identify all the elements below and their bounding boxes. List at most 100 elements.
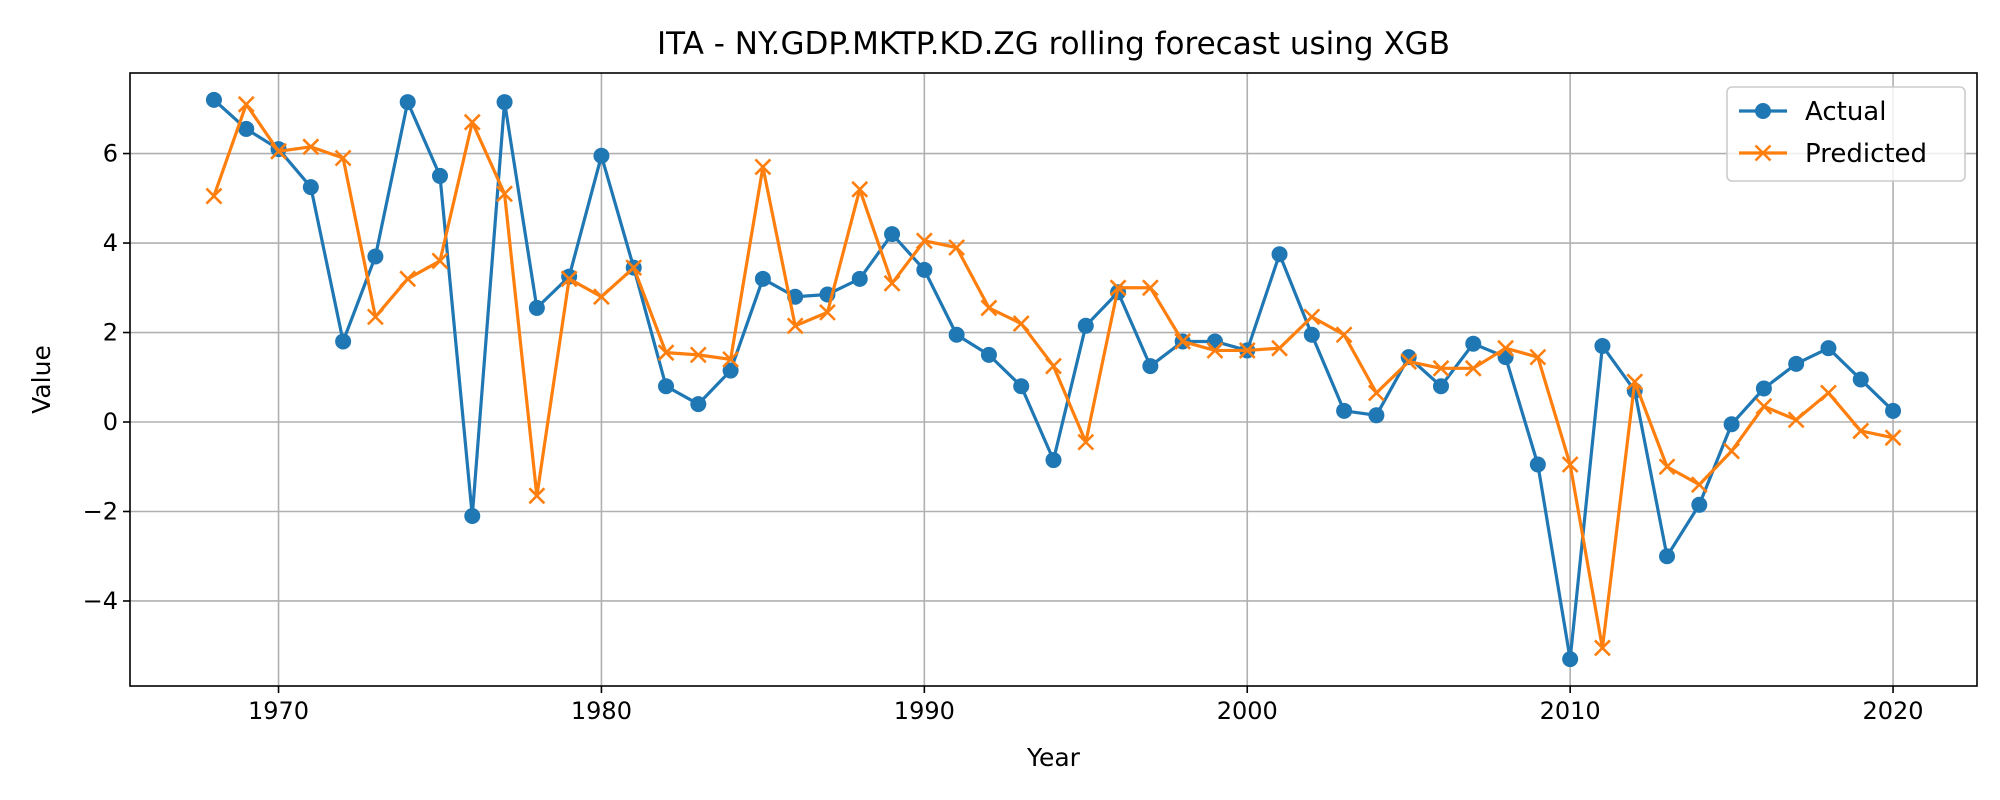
y-tick-label: −4 [83, 587, 118, 615]
y-axis-title: Value [27, 345, 56, 414]
actual-data-point [690, 396, 707, 413]
predicted-data-point [786, 317, 804, 335]
predicted-data-point [1303, 308, 1321, 326]
predicted-data-point [1594, 639, 1611, 657]
predicted-data-point [1045, 357, 1062, 375]
predicted-data-point [754, 158, 772, 176]
predicted-legend-label: Predicted [1805, 139, 1927, 169]
actual-data-point [1271, 246, 1288, 263]
predicted-data-point [948, 239, 966, 256]
actual-data-point [496, 94, 513, 111]
predicted-data-point [1884, 429, 1902, 447]
predicted-data-point [1561, 456, 1579, 473]
x-tick-label: 1970 [248, 697, 309, 725]
y-tick-label: 4 [103, 229, 118, 257]
y-tick-label: −2 [83, 497, 118, 525]
actual-data-point [1336, 402, 1353, 419]
actual-data-point [1013, 378, 1030, 395]
predicted-data-point [431, 252, 449, 270]
actual-data-point [1045, 452, 1062, 469]
actual-data-point [1788, 355, 1805, 372]
actual-data-point [1529, 456, 1546, 473]
actual-data-point [431, 167, 448, 184]
actual-data-point [1303, 326, 1320, 343]
predicted-data-point [1206, 341, 1224, 359]
actual-data-point [205, 91, 222, 108]
chart-title: ITA - NY.GDP.MKTP.KD.ZG rolling forecast… [657, 26, 1450, 62]
predicted-data-point [980, 299, 998, 317]
actual-legend-label: Actual [1805, 97, 1886, 127]
actual-data-point [948, 326, 965, 343]
actual-data-point [528, 299, 545, 316]
x-axis-title: Year [1026, 743, 1081, 772]
predicted-data-point [722, 350, 740, 368]
predicted-data-point [270, 142, 287, 160]
actual-data-point [1723, 416, 1740, 433]
actual-data-point [302, 179, 319, 196]
predicted-data-point [1432, 359, 1450, 377]
predicted-data-point [205, 187, 223, 205]
actual-data-point [1594, 337, 1611, 354]
predicted-data-point [399, 270, 417, 288]
x-tick-label: 1990 [894, 697, 955, 725]
y-tick-label: 2 [103, 319, 118, 347]
predicted-data-point [593, 288, 610, 306]
predicted-data-point [689, 346, 707, 364]
actual-data-point [851, 270, 868, 287]
predicted-data-point [1690, 476, 1708, 494]
series-layer [205, 91, 1902, 668]
predicted-data-point [1012, 315, 1030, 332]
actual-data-point [238, 120, 255, 137]
actual-legend-marker [1755, 103, 1771, 119]
predicted-data-point [1335, 326, 1353, 344]
predicted-data-point [1238, 341, 1256, 359]
predicted-data-point [1109, 279, 1127, 297]
actual-data-point [335, 333, 352, 350]
predicted-data-point [496, 185, 513, 203]
predicted-data-point [463, 113, 481, 131]
plot-frame [129, 72, 1978, 687]
actual-data-point [754, 270, 771, 287]
actual-data-point [1206, 333, 1223, 350]
legend: Actual Predicted [1726, 86, 1966, 182]
x-tick-label: 1980 [571, 697, 632, 725]
y-tick-label: 0 [103, 408, 118, 436]
predicted-data-point [625, 259, 643, 277]
predicted-data-point [302, 138, 320, 156]
actual-data-point [658, 378, 675, 395]
actual-data-point [722, 362, 739, 379]
actual-data-point [1820, 340, 1837, 357]
x-tick-label: 2000 [1217, 697, 1278, 725]
actual-data-point [1659, 548, 1676, 565]
actual-data-point [884, 226, 901, 243]
predicted-data-point [1529, 348, 1547, 366]
actual-data-point [367, 248, 384, 265]
actual-data-point [399, 94, 416, 111]
predicted-data-point [1367, 384, 1385, 402]
x-tick-label: 2020 [1863, 697, 1924, 725]
predicted-data-point [1852, 422, 1870, 440]
actual-series-line [212, 98, 1895, 661]
actual-data-point [593, 147, 610, 164]
gridlines [130, 73, 1977, 686]
predicted-data-point [819, 303, 836, 321]
predicted-data-point [1755, 397, 1773, 415]
actual-data-point [1691, 496, 1708, 513]
predicted-data-point [1787, 411, 1805, 429]
y-tick-label: 6 [103, 140, 118, 168]
x-tick-label: 2010 [1540, 697, 1601, 725]
actual-data-point [1755, 380, 1772, 397]
predicted-data-point [528, 487, 546, 505]
actual-data-point [1368, 407, 1385, 424]
predicted-data-point [560, 270, 578, 288]
predicted-data-point [883, 274, 901, 292]
tick-layer: 1970 1980 1990 2000 2010 2020 −4 −2 0 2 4 6 [83, 140, 1924, 725]
predicted-data-point [1658, 458, 1676, 476]
predicted-data-point [1464, 359, 1482, 377]
predicted-data-point [657, 344, 675, 362]
predicted-data-point [1723, 442, 1741, 460]
actual-data-point [1077, 317, 1094, 334]
actual-data-point [1142, 358, 1159, 375]
predicted-data-point [1497, 339, 1514, 357]
